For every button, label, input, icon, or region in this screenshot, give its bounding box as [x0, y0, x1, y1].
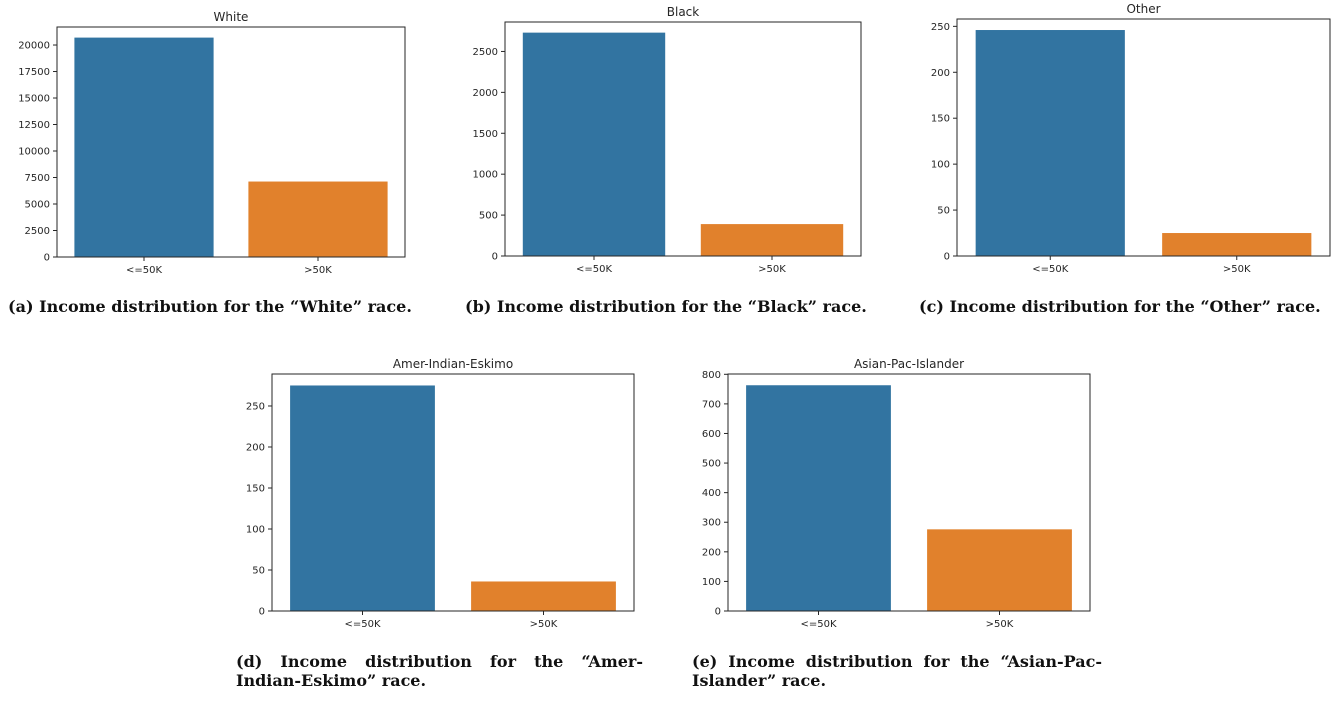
y-tick-label: 0	[259, 607, 265, 618]
chart-title: Black	[667, 5, 700, 19]
caption-a: (a) Income distribution for the “White” …	[8, 297, 412, 316]
y-tick-label: 250	[246, 401, 265, 412]
plot-frame	[727, 373, 1091, 612]
y-tick-label: 800	[702, 370, 721, 381]
chart-title: Asian-Pac-Islander	[854, 357, 964, 371]
caption-e: (e) Income distribution for the “Asian-P…	[692, 652, 1102, 690]
chart-title: Amer-Indian-Eskimo	[393, 357, 513, 371]
y-tick-label: 10000	[18, 147, 50, 158]
y-tick-label: 0	[44, 253, 50, 264]
y-tick-label: 2500	[473, 47, 498, 58]
y-tick-label: 1000	[473, 170, 498, 181]
y-tick-label: 250	[931, 22, 950, 33]
x-tick-label: >50K	[530, 619, 558, 630]
y-tick-label: 20000	[18, 41, 50, 52]
x-tick-label: <=50K	[576, 264, 612, 275]
caption-c: (c) Income distribution for the “Other” …	[919, 297, 1321, 316]
bar-gt-50k	[700, 224, 844, 256]
x-tick-label: <=50K	[344, 619, 380, 630]
y-tick-label: 12500	[18, 120, 50, 131]
x-tick-label: >50K	[986, 619, 1014, 630]
chart-panel-white: White 0 2500 5000 7500 10000 12500 15000 17500 20…	[0, 0, 430, 280]
y-tick-label: 300	[702, 518, 721, 529]
chart-amer-indian-eskimo: Amer-Indian-Eskimo 0 50 100 150 200 250 <=50K >5…	[246, 357, 635, 630]
y-tick-label: 0	[944, 252, 950, 263]
y-tick-label: 100	[246, 524, 265, 535]
bar-le-50k	[74, 37, 214, 258]
y-tick-label: 0	[492, 252, 498, 263]
chart-panel-other: Other 0 50 100 150 200 250 <=50K >50K	[910, 0, 1335, 280]
chart-title: Other	[1126, 2, 1160, 16]
y-tick-label: 150	[931, 114, 950, 125]
x-tick-label: <=50K	[1032, 264, 1068, 275]
x-tick-label: >50K	[1223, 264, 1251, 275]
bar-le-50k	[522, 32, 666, 256]
bar-gt-50k	[1162, 233, 1312, 256]
y-tick-label: 0	[715, 607, 721, 618]
bar-le-50k	[746, 385, 891, 611]
chart-other: Other 0 50 100 150 200 250 <=50K >50K	[931, 2, 1331, 275]
y-tick-label: 7500	[25, 173, 50, 184]
chart-title: White	[214, 10, 249, 24]
chart-asian-pac-islander: Asian-Pac-Islander 0 100 200 300 400 500 600 700…	[702, 357, 1091, 630]
chart-black: Black 0 500 1000 1500 2000 2500 <=50K >50K	[473, 5, 862, 275]
plot-frame	[271, 373, 635, 612]
x-tick-label: >50K	[758, 264, 786, 275]
chart-panel-amer-indian-eskimo: Amer-Indian-Eskimo 0 50 100 150 200 250 <=50K >5…	[220, 355, 660, 635]
y-tick-label: 50	[937, 206, 950, 217]
plot-frame	[956, 18, 1331, 257]
x-tick-label: <=50K	[800, 619, 836, 630]
y-tick-label: 150	[246, 483, 265, 494]
y-tick-label: 100	[931, 160, 950, 171]
plot-frame	[56, 26, 406, 258]
chart-panel-asian-pac-islander: Asian-Pac-Islander 0 100 200 300 400 500 600 700…	[690, 355, 1110, 635]
chart-panel-black: Black 0 500 1000 1500 2000 2500 <=50K >50K	[460, 0, 880, 280]
y-tick-label: 15000	[18, 94, 50, 105]
y-tick-label: 17500	[18, 67, 50, 78]
y-tick-label: 2000	[473, 88, 498, 99]
y-tick-label: 1500	[473, 129, 498, 140]
y-tick-label: 200	[931, 68, 950, 79]
x-tick-label: <=50K	[126, 265, 162, 276]
x-tick-label: >50K	[304, 265, 332, 276]
y-tick-label: 400	[702, 488, 721, 499]
bar-le-50k	[975, 30, 1125, 257]
y-tick-label: 2500	[25, 226, 50, 237]
chart-white: White 0 2500 5000 7500 10000 12500 15000 17500 20…	[18, 10, 406, 276]
y-tick-label: 600	[702, 429, 721, 440]
y-tick-label: 50	[252, 565, 265, 576]
bar-le-50k	[290, 385, 435, 611]
y-tick-label: 5000	[25, 200, 50, 211]
bar-gt-50k	[927, 529, 1072, 611]
y-tick-label: 200	[246, 442, 265, 453]
y-tick-label: 500	[479, 211, 498, 222]
y-tick-label: 100	[702, 577, 721, 588]
plot-frame	[504, 21, 862, 257]
bar-gt-50k	[248, 181, 388, 257]
y-tick-label: 700	[702, 399, 721, 410]
caption-d: (d) Income distribution for the “Amer-In…	[236, 652, 643, 690]
bar-gt-50k	[471, 581, 616, 611]
caption-b: (b) Income distribution for the “Black” …	[465, 297, 867, 316]
y-tick-label: 200	[702, 547, 721, 558]
y-tick-label: 500	[702, 459, 721, 470]
